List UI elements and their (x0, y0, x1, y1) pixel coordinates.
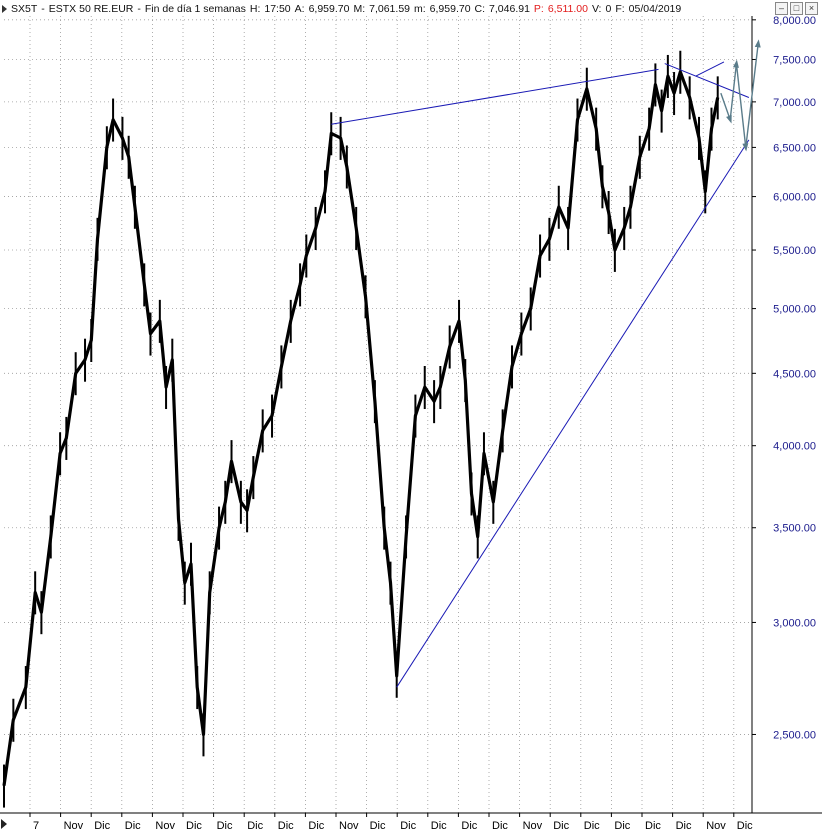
dash: - (137, 3, 141, 15)
c-value: 7,046.91 (489, 3, 530, 15)
close-button[interactable]: × (805, 2, 818, 15)
x-tick-label: Dic (645, 820, 661, 832)
m-value: 7,061.59 (369, 3, 410, 15)
projection-arrow (735, 63, 749, 152)
c-label: C: (474, 3, 486, 15)
x-tick-label: Dic (247, 820, 263, 832)
f-value: 05/04/2019 (628, 3, 682, 15)
y-tick-label: 4,500.00 (773, 368, 816, 380)
m-label: M: (353, 3, 366, 15)
symbol: SX5T (11, 3, 38, 15)
x-tick-label: Dic (125, 820, 141, 832)
y-tick-label: 5,000.00 (773, 304, 816, 316)
x-tick-label: Dic (492, 820, 508, 832)
x-tick-label: Dic (308, 820, 324, 832)
x-tick-label: Dic (614, 820, 630, 832)
trendline (331, 68, 659, 125)
y-tick-label: 2,500.00 (773, 729, 816, 741)
y-tick-label: 5,500.00 (773, 245, 816, 257)
y-tick-label: 7,000.00 (773, 97, 816, 109)
min-value: 6,959.70 (429, 3, 471, 15)
p-label: P: (533, 3, 544, 15)
x-tick-label: Dic (737, 820, 753, 832)
y-tick-label: 3,500.00 (773, 523, 816, 535)
v-label: V: (591, 3, 602, 15)
x-tick-label: Dic (186, 820, 202, 832)
scroll-left-icon[interactable] (1, 819, 7, 829)
period: Fin de día 1 semanas (144, 3, 246, 15)
projection-arrow (729, 59, 739, 120)
y-tick-label: 3,000.00 (773, 617, 816, 629)
y-tick-label: 6,500.00 (773, 142, 816, 154)
window-controls: – □ × (775, 2, 818, 15)
minimize-button[interactable]: – (775, 2, 788, 15)
x-tick-label: Nov (706, 820, 726, 832)
x-tick-label: Dic (431, 820, 447, 832)
x-axis: 7 Nov Dic Dic Nov Dic Dic Dic Dic Dic Nov Dic Dic Dic… (0, 812, 822, 832)
x-tick-label: 7 (33, 820, 39, 832)
chart-header: SX5T - ESTX 50 RE.EUR - Fin de día 1 sem… (0, 0, 700, 18)
x-tick-label: Dic (400, 820, 416, 832)
trendlines (331, 61, 750, 688)
x-tick-label: Nov (523, 820, 543, 832)
y-tick-label: 8,000.00 (773, 15, 816, 27)
trendline (695, 61, 725, 77)
y-tick-label: 7,500.00 (773, 54, 816, 66)
projection-layer (720, 39, 761, 152)
f-label: F: (615, 3, 625, 15)
trendline (396, 139, 750, 688)
min-label: m: (414, 3, 426, 15)
projection-arrow (745, 39, 761, 148)
x-tick-label: Nov (339, 820, 359, 832)
series-layer (2, 50, 720, 808)
h-label: H: (249, 3, 261, 15)
instrument-name: ESTX 50 RE.EUR (48, 3, 134, 15)
menu-arrow-icon[interactable] (2, 5, 7, 13)
x-tick-label: Dic (461, 820, 477, 832)
x-tick-label: Dic (94, 820, 110, 832)
x-tick-label: Dic (370, 820, 386, 832)
x-tick-label: Dic (278, 820, 294, 832)
trendline (664, 63, 750, 98)
x-tick-label: Dic (584, 820, 600, 832)
y-tick-label: 4,000.00 (773, 441, 816, 453)
x-tick-label: Nov (64, 820, 84, 832)
dash: - (41, 3, 45, 15)
y-axis: 8,000.00 7,500.00 7,000.00 6,500.00 6,000.00… (751, 15, 816, 813)
x-tick-label: Nov (155, 820, 175, 832)
x-tick-label: Dic (553, 820, 569, 832)
y-tick-label: 6,000.00 (773, 192, 816, 204)
restore-button[interactable]: □ (790, 2, 803, 15)
v-value: 0 (605, 3, 612, 15)
a-value: 6,959.70 (308, 3, 350, 15)
h-value: 17:50 (264, 3, 291, 15)
a-label: A: (294, 3, 305, 15)
grid (4, 16, 752, 813)
p-value: 6,511.00 (547, 3, 588, 15)
price-series-line (2, 70, 720, 786)
x-tick-label: Dic (676, 820, 692, 832)
x-tick-label: Dic (217, 820, 233, 832)
projection-arrow (720, 92, 732, 124)
